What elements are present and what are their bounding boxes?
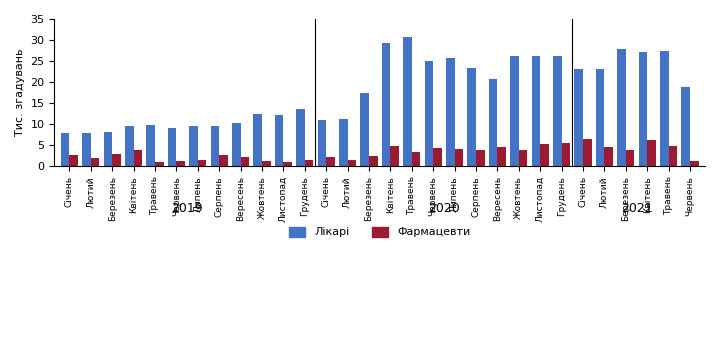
Bar [583,139,592,166]
Legend: Лікарі, Фармацевти: Лікарі, Фармацевти [284,222,475,242]
Bar [91,158,99,166]
Bar [284,162,292,166]
Bar [531,56,540,166]
Bar [617,49,626,166]
Bar [176,161,185,166]
Bar [498,147,506,166]
Bar [604,147,613,166]
Bar [390,146,399,166]
Bar [412,152,420,166]
Bar [232,123,240,166]
Bar [403,37,412,166]
Bar [540,144,549,166]
Bar [467,68,476,166]
Text: 2020: 2020 [428,202,460,215]
Bar [112,154,121,166]
Bar [253,114,262,166]
Bar [318,120,326,166]
Bar [134,150,142,166]
Bar [575,69,583,166]
Bar [275,115,284,166]
Bar [211,126,219,166]
Bar [489,79,498,166]
Bar [339,119,348,166]
Bar [647,140,656,166]
Bar [104,132,112,166]
Bar [669,146,678,166]
Bar [510,56,519,166]
Text: 2021: 2021 [621,202,652,215]
Bar [562,143,570,166]
Bar [446,58,454,166]
Y-axis label: Тис. згадувань: Тис. згадувань [15,49,25,136]
Bar [382,43,390,166]
Bar [476,150,485,166]
Bar [296,109,305,166]
Bar [326,158,335,166]
Text: 2019: 2019 [171,202,203,215]
Bar [433,148,442,166]
Bar [262,161,271,166]
Bar [189,126,198,166]
Bar [125,126,134,166]
Bar [146,125,155,166]
Bar [626,150,634,166]
Bar [681,87,690,166]
Bar [219,155,228,166]
Bar [240,157,249,166]
Bar [553,56,562,166]
Bar [639,52,647,166]
Bar [425,61,433,166]
Bar [82,133,91,166]
Bar [596,69,604,166]
Bar [690,161,698,166]
Bar [305,160,313,166]
Bar [454,149,463,166]
Bar [198,160,207,166]
Bar [519,150,527,166]
Bar [60,133,69,166]
Bar [155,162,163,166]
Bar [660,51,669,166]
Bar [361,93,369,166]
Bar [369,156,377,166]
Bar [348,160,356,166]
Bar [69,155,78,166]
Bar [168,129,176,166]
